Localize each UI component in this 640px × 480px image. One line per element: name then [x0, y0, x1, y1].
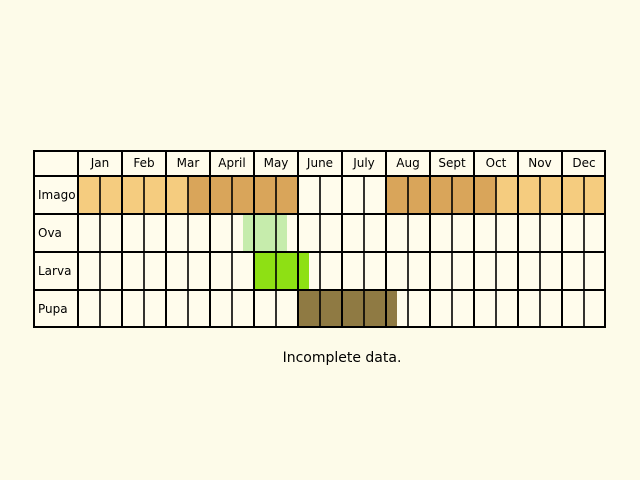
- month-label: Dec: [572, 156, 595, 170]
- month-label: Feb: [133, 156, 154, 170]
- month-label: July: [352, 156, 375, 170]
- stage-cell: [584, 176, 606, 214]
- stage-cell: [408, 176, 430, 214]
- phenology-calendar: Jan Feb Mar April May June July Aug Sept Oct Nov De…: [33, 150, 606, 328]
- month-label: Mar: [177, 156, 200, 170]
- stage-cell: [386, 176, 408, 214]
- stage-cell: [430, 176, 452, 214]
- stage-cell: [210, 176, 232, 214]
- month-label: Jan: [90, 156, 110, 170]
- ova-period-bar: [243, 215, 287, 251]
- month-label: Aug: [396, 156, 419, 170]
- month-label: May: [264, 156, 289, 170]
- stage-cell: [496, 176, 518, 214]
- month-label: Nov: [528, 156, 551, 170]
- pupa-period-bar: [298, 291, 397, 327]
- month-label: April: [218, 156, 245, 170]
- stage-label: Pupa: [38, 302, 68, 316]
- stage-label: Larva: [38, 264, 71, 278]
- stage-cell: [540, 176, 562, 214]
- stage-cell: [254, 176, 276, 214]
- month-label: June: [306, 156, 333, 170]
- grid-border: [33, 150, 606, 328]
- stage-cell: [122, 176, 144, 214]
- stage-bars: [243, 215, 397, 327]
- month-label: Sept: [438, 156, 466, 170]
- stage-cell: [452, 176, 474, 214]
- stage-label: Imago: [38, 188, 76, 202]
- labels: Jan Feb Mar April May June July Aug Sept Oct Nov De…: [38, 156, 596, 316]
- stage-cell: [144, 176, 166, 214]
- data-note: Incomplete data.: [282, 350, 402, 366]
- stage-cell: [166, 176, 188, 214]
- larva-period-bar: [254, 253, 309, 289]
- stage-cell: [78, 176, 100, 214]
- month-label: Oct: [486, 156, 507, 170]
- stage-label: Ova: [38, 226, 62, 240]
- grid-lines: [33, 150, 606, 328]
- stage-cell: [518, 176, 540, 214]
- stage-cell: [100, 176, 122, 214]
- stage-cell: [562, 176, 584, 214]
- stage-cell: [188, 176, 210, 214]
- stage-cell: [232, 176, 254, 214]
- stage-cell: [474, 176, 496, 214]
- stage-cell: [276, 176, 298, 214]
